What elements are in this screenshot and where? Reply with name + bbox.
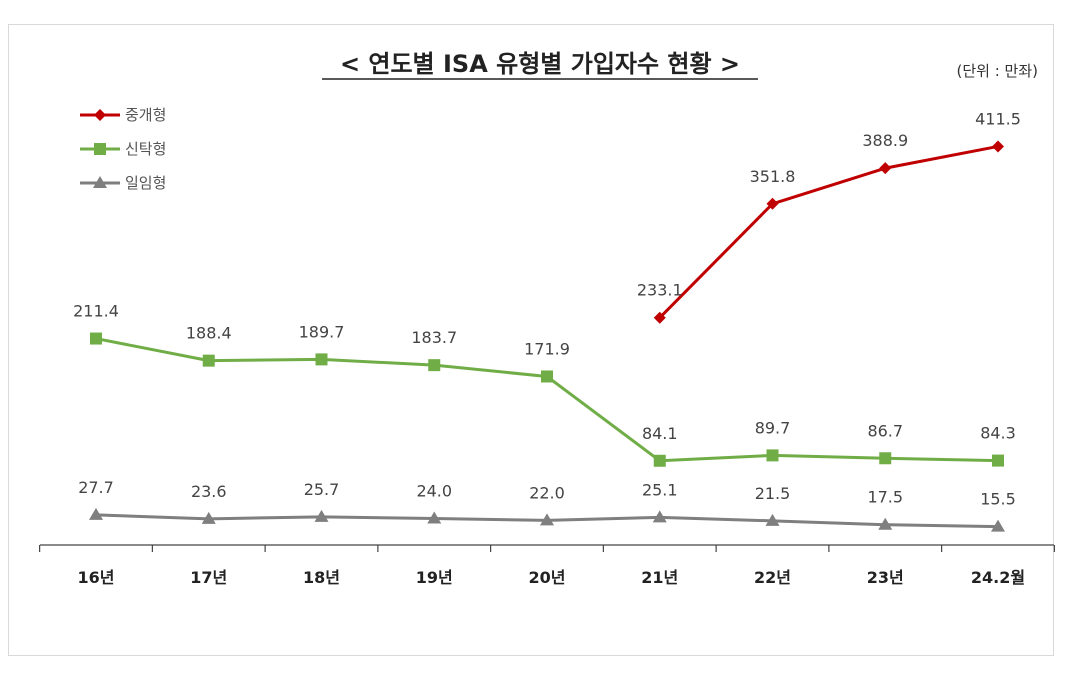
data-point <box>765 513 780 526</box>
series-group: 233.1 351.8 388.9 411.5 211.4 188.4 189.7 183.7… <box>73 109 1021 532</box>
legend-label: 일임형 <box>125 174 166 192</box>
data-label: 84.3 <box>980 424 1016 443</box>
legend-label: 신탁형 <box>125 140 166 158</box>
data-label: 22.0 <box>529 483 565 502</box>
chart-title: < 연도별 ISA 유형별 가입자수 현황 > <box>340 50 740 78</box>
data-label: 86.7 <box>867 421 903 440</box>
series-line <box>658 144 999 319</box>
data-label: 17.5 <box>867 488 903 507</box>
data-point <box>992 454 1004 467</box>
legend-item: 중개형 <box>80 106 166 124</box>
x-tick-label: 22년 <box>754 568 791 587</box>
data-point <box>202 354 215 367</box>
chart-frame <box>8 24 1054 656</box>
data-label: 25.1 <box>642 480 678 499</box>
data-label: 27.7 <box>78 478 114 497</box>
data-point <box>541 370 553 383</box>
data-point <box>992 140 1004 153</box>
data-point <box>879 452 892 465</box>
data-point <box>201 511 216 524</box>
data-label: 89.7 <box>755 418 791 437</box>
x-tick-label: 18년 <box>303 568 340 587</box>
series-3: 27.7 23.6 25.7 24.0 22.0 25.1 21.5 17.5 15.5 <box>78 478 1016 532</box>
legend-label: 중개형 <box>125 106 166 124</box>
data-point <box>540 513 554 526</box>
legend-item: 신탁형 <box>80 140 166 158</box>
data-point <box>315 353 328 366</box>
x-tick-label: 23년 <box>867 568 904 587</box>
x-tick-label: 20년 <box>529 568 566 587</box>
data-point <box>653 454 666 467</box>
data-label: 21.5 <box>755 484 791 503</box>
series-1: 233.1 351.8 388.9 411.5 <box>637 109 1021 324</box>
data-point <box>94 109 106 121</box>
series-2: 211.4 188.4 189.7 183.7 171.9 84.1 89.7 86.7 84.… <box>73 302 1016 467</box>
data-point <box>652 510 667 523</box>
data-point <box>427 511 442 524</box>
data-point <box>94 143 106 155</box>
x-tick-label: 17년 <box>190 568 227 587</box>
data-label: 171.9 <box>524 339 570 358</box>
data-label: 411.5 <box>975 109 1021 128</box>
x-tick-label: 16년 <box>78 568 115 587</box>
data-point <box>93 176 107 188</box>
data-point <box>314 509 329 522</box>
x-axis: 16년 17년 18년 19년 20년 21년 22년 23년 24.2월 <box>39 544 1055 587</box>
data-label: 24.0 <box>416 481 452 500</box>
data-label: 233.1 <box>637 281 683 300</box>
data-label: 388.9 <box>862 131 908 150</box>
x-tick-label: 24.2월 <box>971 568 1025 587</box>
legend-item: 일임형 <box>80 174 166 192</box>
data-label: 211.4 <box>73 302 119 321</box>
data-label: 189.7 <box>299 322 345 341</box>
data-label: 351.8 <box>750 167 796 186</box>
data-point <box>428 359 441 372</box>
data-point <box>653 311 666 324</box>
data-label: 25.7 <box>304 480 340 499</box>
data-point <box>878 517 893 530</box>
data-point <box>90 332 102 345</box>
data-point <box>879 162 892 175</box>
unit-label: (단위 : 만좌) <box>957 62 1039 80</box>
data-label: 15.5 <box>980 490 1016 509</box>
data-label: 84.1 <box>642 424 678 443</box>
data-label: 183.7 <box>411 328 457 347</box>
x-tick-label: 19년 <box>416 568 453 587</box>
data-point <box>766 197 779 210</box>
x-tick-label: 21년 <box>641 568 678 587</box>
data-label: 23.6 <box>191 482 227 501</box>
data-point <box>89 507 103 520</box>
data-label: 188.4 <box>186 324 232 343</box>
data-point <box>766 449 779 462</box>
data-point <box>991 519 1005 532</box>
